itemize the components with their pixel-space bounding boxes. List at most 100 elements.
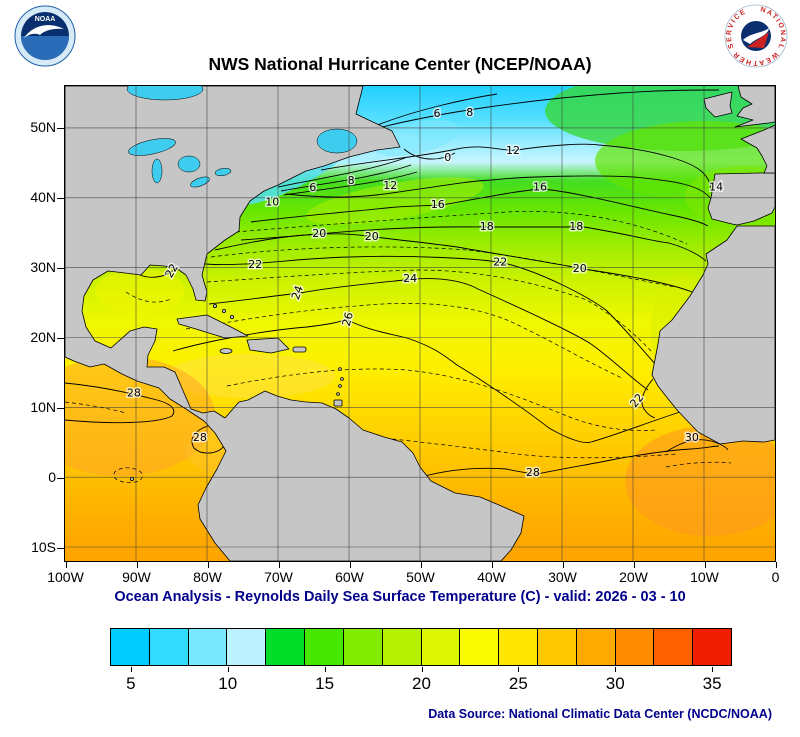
colorbar-segment: [421, 629, 461, 665]
noaa-logo: NOAA: [14, 5, 76, 67]
land-iberia: [707, 172, 775, 226]
colorbar-segment: [266, 629, 306, 665]
y-axis-tick: [57, 198, 64, 200]
y-axis-tick: [57, 407, 64, 409]
x-axis-tick: [349, 562, 351, 568]
contour-label: 28: [193, 431, 207, 444]
x-axis-label: 90W: [122, 569, 151, 585]
x-axis-tick: [775, 562, 777, 568]
colorbar-tick: [712, 667, 714, 672]
noaa-logo-label: NOAA: [35, 16, 56, 23]
island-bahamas: [221, 308, 226, 313]
contour-label: 24: [403, 272, 417, 285]
colorbar-tick-label: 20: [412, 674, 431, 693]
contour-label: 22: [493, 256, 507, 269]
island-puerto-rico: [292, 346, 307, 353]
nws-wave-icon: [743, 28, 769, 44]
land-france: [740, 124, 775, 174]
lake-erie: [190, 176, 210, 188]
lake-ontario: [214, 168, 232, 176]
land-britain: [734, 86, 775, 128]
colorbar-segment: [149, 629, 189, 665]
island-antilles: [336, 392, 340, 396]
colorbar-segment: [537, 629, 577, 665]
island-hispaniola: [246, 337, 290, 354]
colorbar-tick: [130, 667, 132, 672]
temperature-colorbar: [110, 628, 732, 666]
page-title: NWS National Hurricane Center (NCEP/NOAA…: [208, 54, 592, 74]
noaa-gull-icon: [24, 25, 64, 38]
nws-logo: NATIONAL WEATHER SERVICE: [724, 4, 788, 68]
lake-huron: [177, 155, 201, 173]
y-axis-label: 40N: [30, 189, 56, 206]
x-axis-tick: [278, 562, 280, 568]
y-axis-tick: [57, 128, 64, 130]
contour-label: 24: [289, 284, 306, 302]
noaa-logo-sea: [21, 36, 69, 60]
island-trinidad: [333, 399, 343, 407]
colorbar-tick-label: 35: [702, 674, 722, 693]
contour-label: 8: [348, 174, 355, 187]
y-axis-label: 0: [48, 468, 56, 485]
colorbar-segment: [227, 629, 267, 665]
x-axis-tick: [704, 562, 706, 568]
y-axis-tick: [57, 268, 64, 270]
x-axis-label: 0: [771, 569, 780, 585]
contour-label: 14: [709, 180, 723, 193]
contour-label: 20: [312, 227, 326, 240]
x-axis-tick: [633, 562, 635, 568]
colorbar-segment: [615, 629, 655, 665]
y-axis-label: 10S: [31, 538, 56, 555]
contour-label: 0: [444, 151, 451, 164]
colorbar-segment: [654, 629, 694, 665]
colorbar-segment: [188, 629, 228, 665]
colorbar-segment: [382, 629, 422, 665]
contour-label: 20: [573, 262, 587, 275]
island-cuba: [176, 314, 249, 339]
colorbar-tick-label: 5: [126, 674, 136, 693]
island-bahamas: [212, 303, 217, 308]
y-axis-tick: [57, 477, 64, 479]
island-bahamas: [229, 314, 234, 319]
contour-label: 20: [365, 230, 379, 243]
island-antilles: [338, 384, 342, 388]
x-axis-tick: [491, 562, 493, 568]
x-axis-label: 30W: [548, 569, 577, 585]
y-axis-label: 50N: [30, 119, 56, 136]
contour-label: 12: [383, 179, 397, 192]
contour-label: 30: [685, 431, 699, 444]
contour-lines: [65, 89, 732, 484]
x-axis-tick: [562, 562, 564, 568]
contour-label: 16: [431, 198, 445, 211]
colorbar-segment: [305, 629, 344, 665]
x-axis-label: 50W: [406, 569, 435, 585]
colorbar-segment: [693, 629, 731, 665]
island-antilles: [338, 367, 342, 371]
lake-superior: [128, 138, 176, 156]
map-caption: Ocean Analysis - Reynolds Daily Sea Surf…: [114, 589, 686, 605]
y-axis-label: 20N: [30, 328, 56, 345]
colorbar-segment: [499, 629, 538, 665]
lat-lon-grid: [65, 86, 775, 561]
gulf-of-st-lawrence: [316, 128, 358, 154]
colorbar-segment: [576, 629, 616, 665]
x-axis-label: 100W: [47, 569, 84, 585]
colorbar-segment: [343, 629, 383, 665]
x-axis-tick: [65, 562, 67, 568]
colorbar-tick-label: 15: [315, 674, 335, 693]
colorbar-tick: [518, 667, 520, 672]
land-ireland: [703, 91, 733, 118]
lakes-and-bays: [126, 86, 358, 188]
contour-label: 18: [480, 220, 494, 233]
contour-label: 26: [340, 311, 356, 328]
y-axis-tick: [57, 547, 64, 549]
colorbar-segment: [111, 629, 150, 665]
contour-label: 10: [265, 196, 279, 209]
contour-label: 28: [127, 386, 141, 399]
colorbar-tick-label: 10: [218, 674, 238, 693]
hudson-bay: [126, 86, 204, 101]
land-masses: [65, 86, 775, 561]
x-axis-label: 40W: [477, 569, 506, 585]
